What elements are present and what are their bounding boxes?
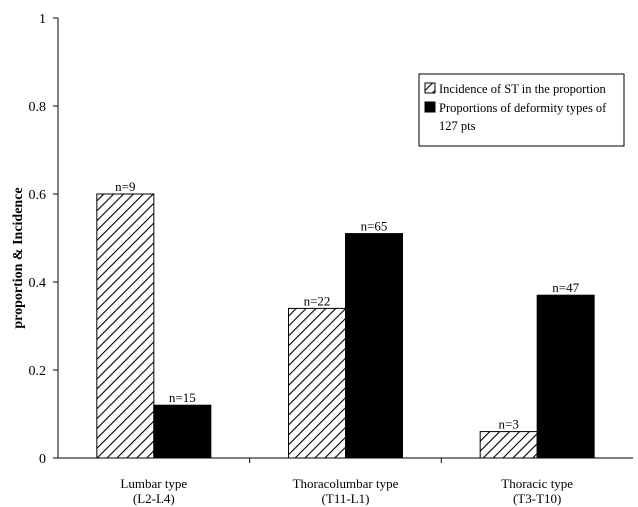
bar-data-label: n=3 — [498, 417, 518, 432]
bars — [96, 193, 595, 459]
y-tick-label: 0.4 — [29, 276, 47, 291]
y-tick-label: 0.6 — [29, 188, 47, 203]
legend-box — [418, 73, 625, 147]
legend: Incidence of ST in the proportion Proport… — [418, 73, 625, 147]
y-axis-title: proportion & Incidence — [11, 187, 26, 328]
y-tick-label: 0 — [39, 452, 46, 467]
y-tick-label: 0.8 — [29, 100, 47, 115]
axes: 0 0.2 0.4 0.6 0.8 1 Lumbar type (L2-L4) Thoracol… — [29, 12, 633, 506]
legend-swatch — [424, 82, 436, 94]
x-category-label: Thoracic type (T3-T10) — [501, 476, 573, 506]
bar-labels: n=9 n=22 n=3 n=15 n=65 n=47 — [115, 179, 579, 432]
legend-label: Proportions of deformity types of 127 pts — [439, 101, 607, 133]
bar-incidence — [96, 193, 155, 459]
y-tick-label: 0.2 — [29, 364, 47, 379]
x-category-label: Thoracolumbar type (T11-L1) — [293, 476, 399, 506]
bar-data-label: n=9 — [115, 179, 135, 194]
bar-data-label: n=47 — [552, 280, 579, 295]
bar-proportion — [345, 233, 403, 459]
bar-proportion — [153, 404, 212, 459]
bar-data-label: n=15 — [169, 390, 196, 405]
bar-proportion — [536, 294, 595, 459]
bar-incidence — [288, 307, 346, 459]
y-tick-label: 1 — [39, 12, 46, 27]
bar-data-label: n=22 — [304, 293, 331, 308]
bar-data-label: n=65 — [361, 219, 388, 234]
legend-label: Incidence of ST in the proportion — [439, 82, 606, 96]
x-category-label: Lumbar type (L2-L4) — [120, 476, 187, 506]
legend-swatch — [424, 101, 436, 113]
bar-incidence — [479, 431, 538, 459]
